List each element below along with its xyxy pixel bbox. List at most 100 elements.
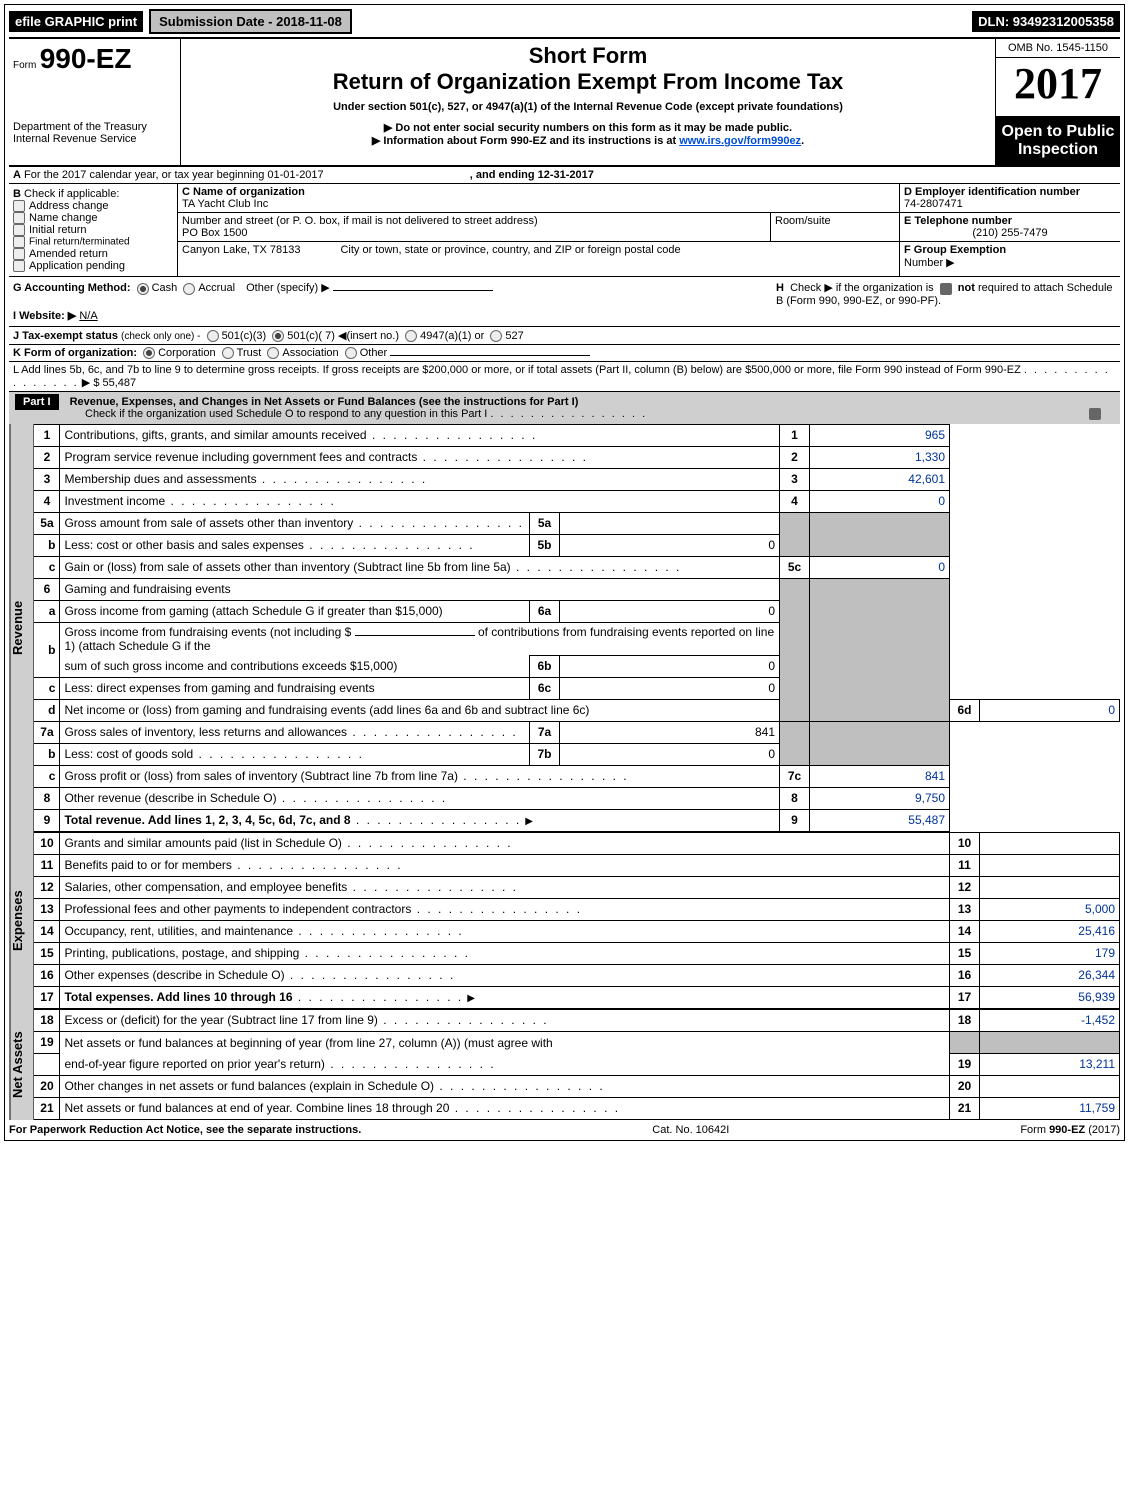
line-15-col: 15 (950, 942, 980, 964)
line-3: 3Membership dues and assessments342,601 (34, 468, 1120, 490)
line-a-end: , and ending 12-31-2017 (470, 169, 594, 181)
line-6b-pre: Gross income from fundraising events (no… (64, 625, 354, 639)
c-org-name: TA Yacht Club Inc (182, 198, 895, 210)
cb-address-change[interactable]: Address change (13, 200, 173, 212)
line-2-desc: Program service revenue including govern… (64, 450, 417, 464)
efile-print-tag: efile GRAPHIC print (9, 11, 143, 32)
revenue-side-label: Revenue (9, 424, 33, 832)
line-4-amt: 0 (810, 490, 950, 512)
line-6a-desc: Gross income from gaming (attach Schedul… (60, 600, 530, 622)
line-6b-minival: 0 (560, 655, 780, 677)
line-18-amt: -1,452 (980, 1009, 1120, 1031)
line-7c-desc: Gross profit or (loss) from sales of inv… (64, 769, 457, 783)
line-11-desc: Benefits paid to or for members (64, 858, 231, 872)
k-trust[interactable] (219, 347, 237, 359)
expenses-side-label: Expenses (9, 832, 33, 1009)
g-cash[interactable] (134, 282, 152, 294)
cb-name-change[interactable]: Name change (13, 212, 173, 224)
line-8-col: 8 (780, 787, 810, 809)
line-5a-mini: 5a (530, 512, 560, 534)
line-18: 18Excess or (deficit) for the year (Subt… (34, 1009, 1120, 1031)
line-15-desc: Printing, publications, postage, and shi… (64, 946, 299, 960)
line-21-col: 21 (950, 1097, 980, 1119)
cb-initial-return[interactable]: Initial return (13, 224, 173, 236)
line-12: 12Salaries, other compensation, and empl… (34, 876, 1120, 898)
line-6a: aGross income from gaming (attach Schedu… (34, 600, 1120, 622)
paperwork-notice: For Paperwork Reduction Act Notice, see … (9, 1124, 361, 1136)
line-10-amt (980, 832, 1120, 854)
b-checklist[interactable]: Address change Name change Initial retur… (13, 200, 173, 272)
line-5a-minival (560, 512, 780, 534)
line-6a-minival: 0 (560, 600, 780, 622)
form-number: 990-EZ (40, 43, 132, 74)
line-6c-mini: 6c (530, 677, 560, 699)
f-label2: Number ▶ (904, 256, 1116, 269)
h-check[interactable] (937, 282, 955, 294)
line-8-desc: Other revenue (describe in Schedule O) (64, 791, 276, 805)
c-city-label: City or town, state or province, country… (340, 244, 680, 274)
title-line1: Short Form (185, 43, 991, 69)
line-4: 4Investment income40 (34, 490, 1120, 512)
line-6b-1: bGross income from fundraising events (n… (34, 622, 1120, 655)
line-14-col: 14 (950, 920, 980, 942)
line-19-col: 19 (950, 1053, 980, 1075)
line-8-amt: 9,750 (810, 787, 950, 809)
line-15-amt: 179 (980, 942, 1120, 964)
line-7a: 7aGross sales of inventory, less returns… (34, 721, 1120, 743)
k-other-lbl: Other (360, 347, 388, 359)
l-amount: ▶ $ 55,487 (82, 377, 136, 389)
k-assoc[interactable] (264, 347, 282, 359)
h-label: H (776, 282, 784, 294)
c-label: C Name of organization (182, 186, 895, 198)
line-17-amt: 56,939 (980, 986, 1120, 1008)
line-16-desc: Other expenses (describe in Schedule O) (64, 968, 284, 982)
k-corp-lbl: Corporation (158, 347, 215, 359)
part1-label: Part I (15, 394, 59, 410)
line-k: K Form of organization: Corporation Trus… (9, 344, 1120, 361)
info-link[interactable]: www.irs.gov/form990ez (679, 135, 801, 147)
revenue-section: Revenue 1Contributions, gifts, grants, a… (9, 424, 1120, 832)
j-501c3[interactable] (204, 330, 222, 342)
line-18-desc: Excess or (deficit) for the year (Subtra… (64, 1013, 377, 1027)
cb-final-return[interactable]: Final return/terminated (13, 236, 173, 248)
line-10-desc: Grants and similar amounts paid (list in… (64, 836, 341, 850)
cb-amended[interactable]: Amended return (13, 248, 173, 260)
j-527[interactable] (487, 330, 505, 342)
j-note: (check only one) - (121, 331, 200, 342)
line-7c-amt: 841 (810, 765, 950, 787)
k-corp[interactable] (140, 347, 158, 359)
k-other[interactable] (342, 347, 360, 359)
line-14-amt: 25,416 (980, 920, 1120, 942)
line-5b-minival: 0 (560, 534, 780, 556)
line-19a-desc: Net assets or fund balances at beginning… (60, 1031, 950, 1053)
j-4947-lbl: 4947(a)(1) or (420, 330, 484, 342)
line-20-desc: Other changes in net assets or fund bala… (64, 1079, 434, 1093)
line-17-col: 17 (950, 986, 980, 1008)
line-6a-mini: 6a (530, 600, 560, 622)
info-about-prefix: ▶ Information about Form 990-EZ and its … (372, 135, 679, 147)
expenses-section: Expenses 10Grants and similar amounts pa… (9, 832, 1120, 1009)
j-4947[interactable] (402, 330, 420, 342)
i-label: I Website: ▶ (13, 310, 76, 322)
f-label: F Group Exemption (904, 244, 1116, 256)
dept-treasury: Department of the Treasury (13, 121, 176, 133)
line-1-amt: 965 (810, 424, 950, 446)
line-6c-minival: 0 (560, 677, 780, 699)
line-16: 16Other expenses (describe in Schedule O… (34, 964, 1120, 986)
line-11: 11Benefits paid to or for members11 (34, 854, 1120, 876)
g-other-lbl: Other (specify) ▶ (246, 282, 330, 294)
line-6d: dNet income or (loss) from gaming and fu… (34, 699, 1120, 721)
c-addr1: PO Box 1500 (182, 227, 766, 239)
j-501c7-lbl: 501(c)( 7) ◀(insert no.) (287, 330, 399, 342)
form-header: Form 990-EZ Short Form Return of Organiz… (9, 37, 1120, 117)
g-accrual[interactable] (180, 282, 198, 294)
cb-app-pending[interactable]: Application pending (13, 260, 173, 272)
line-19b: end-of-year figure reported on prior yea… (34, 1053, 1120, 1075)
line-19b-desc: end-of-year figure reported on prior yea… (64, 1057, 324, 1071)
part1-check[interactable] (1086, 408, 1104, 420)
j-501c7[interactable] (269, 330, 287, 342)
do-not-enter: ▶ Do not enter social security numbers o… (185, 121, 991, 134)
subtitle: Under section 501(c), 527, or 4947(a)(1)… (185, 101, 991, 113)
line-10: 10Grants and similar amounts paid (list … (34, 832, 1120, 854)
line-j: J Tax-exempt status (check only one) - 5… (9, 326, 1120, 344)
